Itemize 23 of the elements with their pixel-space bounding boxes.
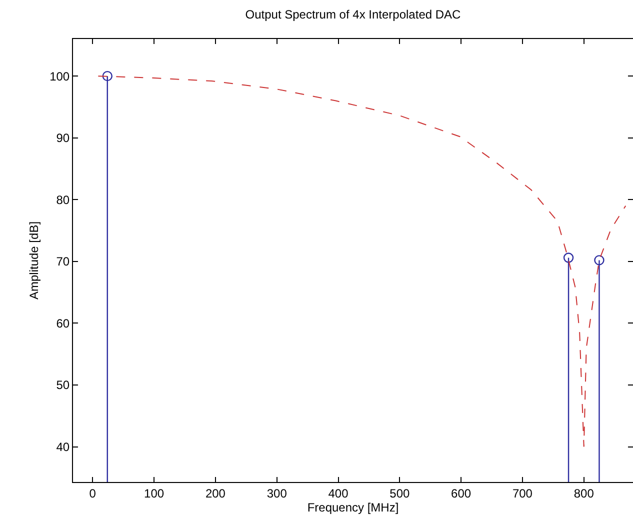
x-tick-label: 700 [512, 486, 533, 500]
x-axis-title: Frequency [MHz] [307, 500, 399, 514]
y-tick-label: 70 [56, 254, 70, 269]
y-tick-label: 60 [56, 316, 70, 330]
x-tick-label: 0 [89, 486, 96, 500]
line-series [98, 76, 626, 448]
x-tick-label: 800 [574, 486, 594, 500]
y-tick-label: 40 [56, 440, 70, 454]
point [102, 70, 112, 82]
y-tick-label: 80 [56, 192, 70, 207]
y-tick-label: 100 [50, 69, 70, 84]
x-tick-label: 500 [390, 486, 410, 500]
point [563, 252, 574, 263]
x-tick-label: 200 [205, 486, 226, 500]
x-tick-label: 400 [328, 486, 349, 500]
x-tick-label: 600 [451, 486, 472, 500]
x-tick-label: 100 [144, 486, 164, 500]
y-tick-label: 50 [56, 378, 70, 392]
point [594, 255, 604, 266]
x-tick-label: 300 [266, 486, 288, 500]
y-axis-title: Amplitude [dB] [26, 221, 41, 300]
chart-title: Output Spectrum of 4x Interpolated DAC [245, 7, 462, 22]
y-tick-label: 90 [56, 131, 70, 146]
